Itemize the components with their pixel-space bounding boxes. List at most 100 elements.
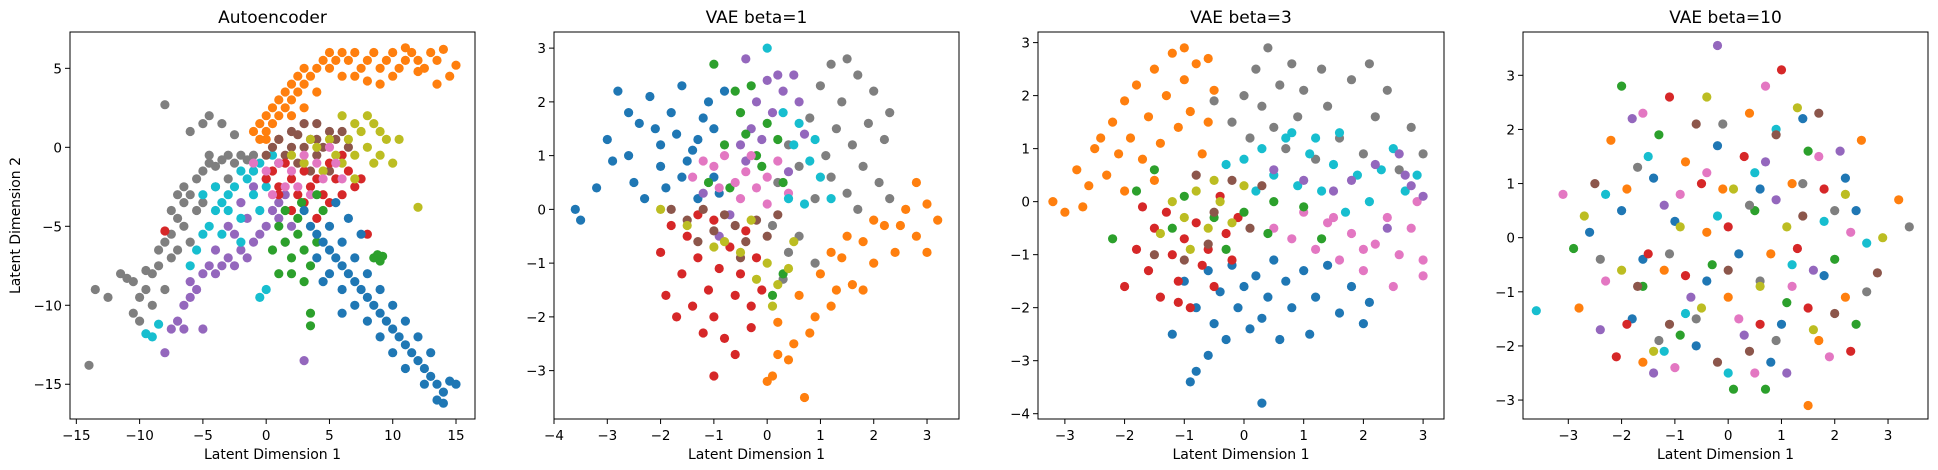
- scatter-point: [1760, 157, 1771, 167]
- scatter-point: [293, 87, 303, 97]
- scatter-point: [331, 134, 341, 144]
- scatter-point: [1149, 250, 1159, 260]
- scatter-point: [735, 140, 746, 150]
- scatter-point: [1664, 249, 1675, 259]
- scatter-point: [1143, 266, 1154, 276]
- scatter-point: [1394, 165, 1404, 175]
- scatter-point: [419, 363, 429, 374]
- scatter-point: [1197, 260, 1207, 270]
- scatter-point: [847, 140, 858, 150]
- scatter-point: [1185, 106, 1195, 117]
- scatter-point: [324, 47, 335, 58]
- scatter-point: [236, 150, 246, 160]
- scatter-point: [217, 119, 227, 129]
- scatter-point: [778, 177, 788, 188]
- scatter-point: [1239, 281, 1249, 292]
- y-tick-label: −5: [42, 219, 62, 235]
- scatter-point: [312, 134, 322, 144]
- scatter-point: [280, 182, 290, 192]
- y-tick-label: 3: [537, 41, 546, 57]
- scatter-point: [305, 321, 316, 331]
- scatter-point: [767, 108, 778, 118]
- scatter-point: [299, 166, 309, 176]
- scatter-point: [1323, 218, 1333, 228]
- x-tick-label: 3: [1419, 428, 1428, 444]
- scatter-point: [1251, 64, 1261, 74]
- scatter-point: [1108, 234, 1118, 244]
- scatter-point: [1601, 276, 1611, 286]
- scatter-point: [305, 190, 316, 200]
- scatter-point: [248, 158, 259, 168]
- scatter-point: [337, 150, 347, 160]
- scatter-point: [682, 156, 692, 166]
- scatter-point: [677, 172, 687, 182]
- scatter-point: [331, 55, 341, 65]
- scatter-point: [1728, 384, 1739, 394]
- scatter-point: [1856, 135, 1866, 145]
- scatter-point: [286, 174, 297, 184]
- scatter-point: [805, 113, 815, 123]
- scatter-point: [1622, 319, 1632, 329]
- scatter-point: [324, 158, 335, 168]
- scatter-point: [343, 142, 353, 152]
- scatter-point: [1750, 168, 1760, 178]
- scatter-point: [1680, 157, 1691, 167]
- scatter-point: [210, 182, 221, 192]
- scatter-point: [1209, 319, 1219, 329]
- scatter-point: [293, 229, 303, 239]
- scatter-point: [1814, 151, 1824, 162]
- x-tick-label: 3: [923, 428, 932, 444]
- scatter-point: [1227, 117, 1237, 127]
- scatter-point: [1787, 260, 1797, 270]
- scatter-point: [229, 261, 240, 271]
- scatter-point: [1712, 211, 1723, 221]
- scatter-point: [236, 166, 246, 176]
- scatter-point: [173, 316, 183, 326]
- scatter-point: [185, 277, 195, 287]
- scatter-point: [1179, 234, 1189, 244]
- scatter-point: [1904, 222, 1914, 232]
- scatter-point: [248, 190, 259, 200]
- scatter-point: [451, 60, 461, 70]
- scatter-point: [318, 237, 328, 247]
- scatter-point: [1723, 222, 1733, 232]
- scatter-point: [445, 71, 455, 81]
- scatter-point: [1179, 255, 1189, 265]
- scatter-point: [299, 103, 309, 113]
- scatter-point: [1251, 186, 1261, 196]
- plot-frame: [1522, 31, 1929, 420]
- scatter-point: [375, 308, 385, 318]
- scatter-point: [1878, 233, 1888, 243]
- scatter-point: [1173, 276, 1183, 286]
- scatter-point: [1643, 151, 1653, 162]
- scatter-point: [1659, 265, 1669, 275]
- scatter-point: [1382, 85, 1392, 95]
- scatter-point: [400, 363, 410, 374]
- scatter-point: [1263, 292, 1273, 302]
- scatter-point: [217, 155, 227, 165]
- scatter-point: [312, 63, 322, 73]
- scatter-point: [688, 172, 698, 182]
- scatter-point: [293, 71, 303, 81]
- scatter-point: [1251, 271, 1261, 281]
- scatter-point: [1798, 211, 1808, 221]
- scatter-point: [1787, 281, 1797, 291]
- scatter-point: [312, 229, 322, 239]
- scatter-point: [1185, 377, 1195, 387]
- scatter-point: [1406, 122, 1416, 132]
- scatter-point: [1808, 325, 1818, 335]
- scatter-point: [1161, 207, 1171, 217]
- scatter-point: [1167, 329, 1177, 339]
- scatter-point: [154, 261, 164, 271]
- scatter-point: [426, 371, 436, 381]
- x-tick-label: 5: [325, 428, 334, 444]
- scatter-point: [350, 150, 360, 160]
- scatter-point: [280, 237, 290, 247]
- scatter-point: [719, 210, 730, 220]
- scatter-point: [356, 229, 366, 239]
- scatter-point: [337, 47, 347, 58]
- scatter-point: [1851, 319, 1861, 329]
- scatter-point: [741, 237, 751, 247]
- scatter-point: [198, 190, 208, 200]
- y-tick-label: −4: [1010, 407, 1030, 423]
